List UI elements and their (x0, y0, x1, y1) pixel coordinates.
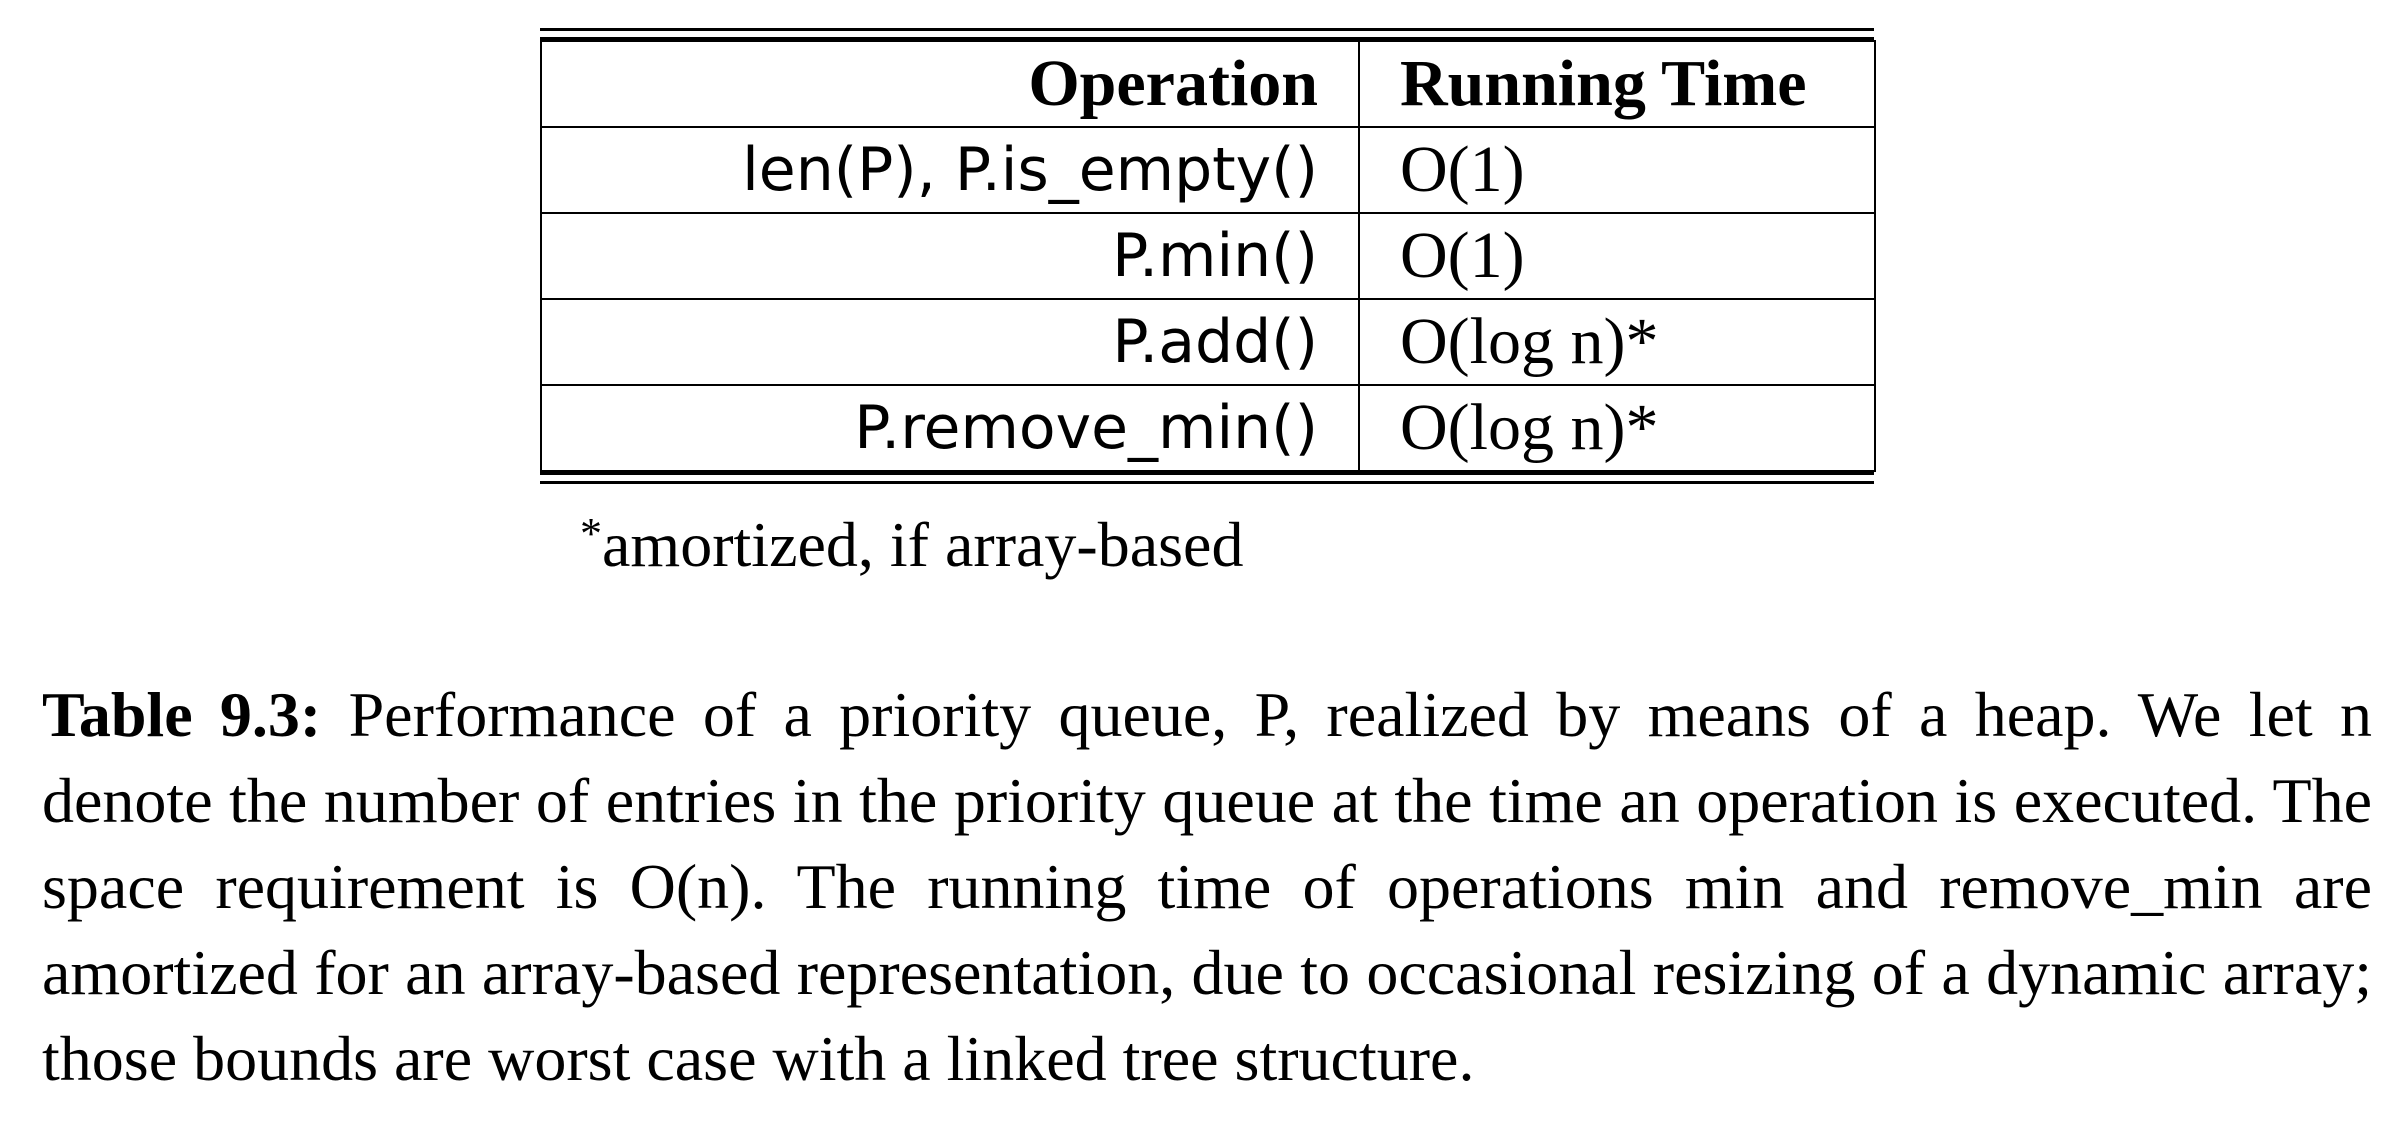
table-row: P.add() O(log n)* (540, 298, 1876, 386)
table-caption: Table 9.3: Performance of a priority que… (42, 672, 2372, 1102)
table-row: P.min() O(1) (540, 212, 1876, 300)
table-header-row: Operation Running Time (540, 40, 1876, 128)
table-top-rule (540, 28, 1874, 40)
row-operation: len(P), P.is_empty() (540, 126, 1360, 214)
row-operation: P.min() (540, 212, 1360, 300)
header-operation: Operation (540, 40, 1360, 128)
table-row: len(P), P.is_empty() O(1) (540, 126, 1876, 214)
row-operation: P.add() (540, 298, 1360, 386)
caption-label: Table 9.3: (42, 679, 322, 750)
row-running-time: O(1) (1358, 212, 1876, 300)
header-running-time: Running Time (1358, 40, 1876, 128)
footnote-text: amortized, if array-based (602, 509, 1244, 580)
row-running-time: O(1) (1358, 126, 1876, 214)
caption-text: Performance of a priority queue, P, real… (42, 679, 2373, 1094)
footnote-marker: * (580, 509, 602, 558)
row-operation: P.remove_min() (540, 384, 1360, 472)
performance-table: Operation Running Time len(P), P.is_empt… (540, 40, 1876, 472)
performance-table-container: Operation Running Time len(P), P.is_empt… (540, 28, 1876, 484)
table-footnote: *amortized, if array-based (580, 508, 1243, 582)
table-bottom-rule (540, 472, 1874, 484)
row-running-time: O(log n)* (1358, 298, 1876, 386)
table-row: P.remove_min() O(log n)* (540, 384, 1876, 472)
row-running-time: O(log n)* (1358, 384, 1876, 472)
